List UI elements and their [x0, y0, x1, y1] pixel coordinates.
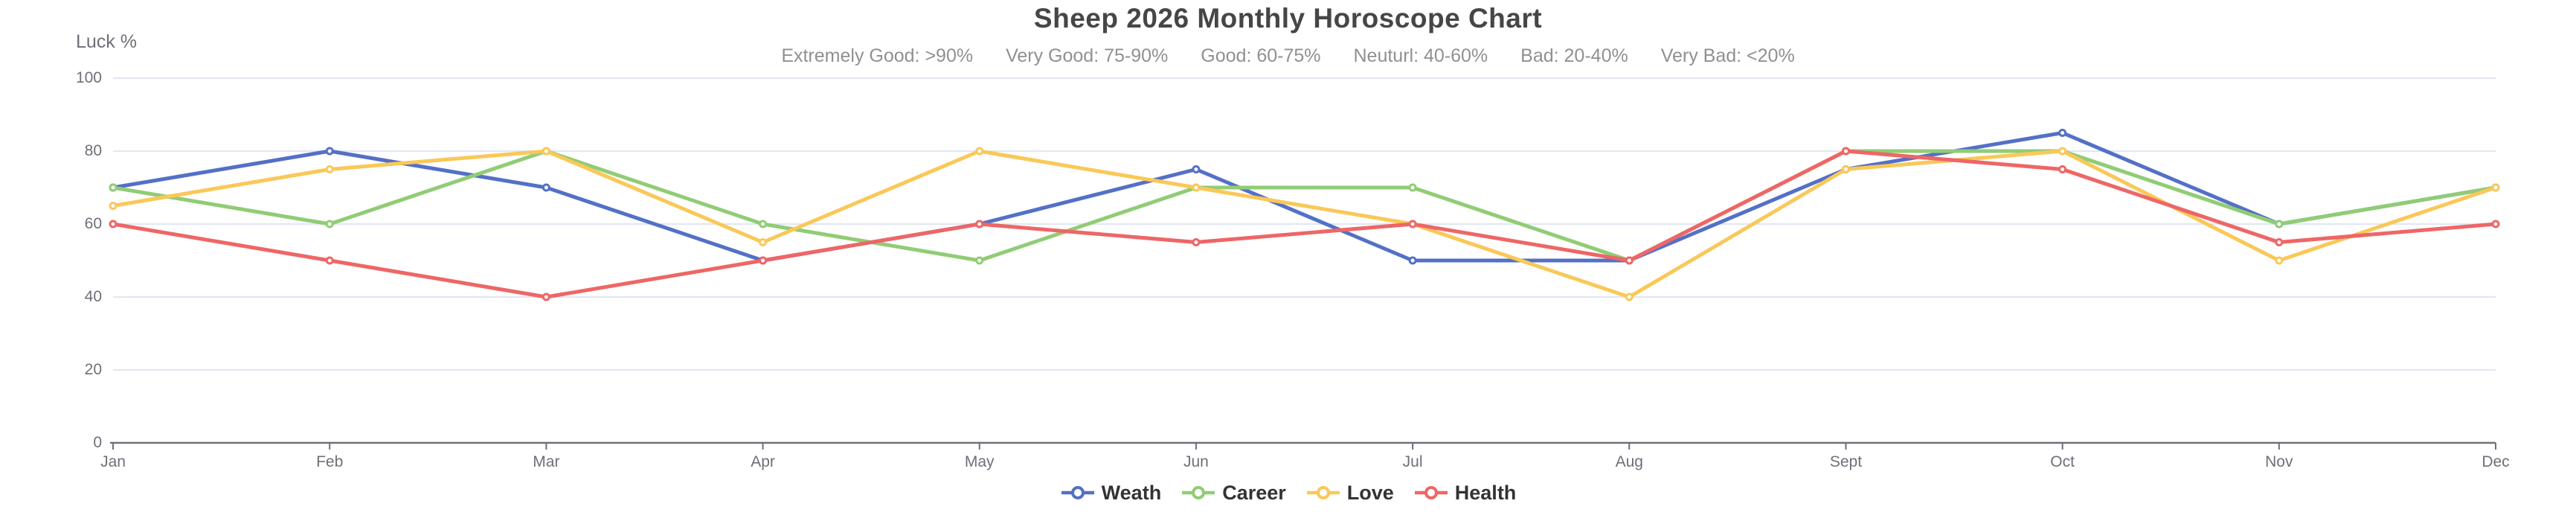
data-point-career-jul	[1408, 183, 1417, 192]
x-tick-label-dec: Dec	[2482, 453, 2510, 470]
data-point-career-feb	[325, 220, 334, 228]
data-point-health-dec	[2491, 220, 2500, 228]
y-tick-label-20: 20	[84, 361, 102, 378]
subtitle-item-neutral: Neuturl: 40-60%	[1353, 45, 1488, 66]
data-point-health-jun	[1192, 238, 1201, 246]
chart-legend: Weath Career Love Health	[0, 479, 2576, 506]
chart-title: Sheep 2026 Monthly Horoscope Chart	[1033, 3, 1543, 33]
legend-item-career[interactable]: Career	[1181, 479, 1286, 506]
data-point-love-feb	[325, 165, 334, 173]
legend-item-weath[interactable]: Weath	[1060, 479, 1162, 506]
data-point-love-apr	[759, 238, 768, 246]
legend-label-career: Career	[1222, 482, 1286, 504]
data-point-love-sept	[1841, 165, 1850, 173]
series-line-health	[111, 149, 2498, 299]
data-point-love-dec	[2491, 183, 2500, 192]
subtitle-item-extremely-good: Extremely Good: >90%	[781, 45, 974, 66]
data-point-love-aug	[1625, 293, 1634, 301]
subtitle-item-bad: Bad: 20-40%	[1520, 45, 1628, 66]
data-point-career-jan	[109, 183, 118, 192]
x-tick-label-sept: Sept	[1829, 453, 1863, 470]
x-tick-label-feb: Feb	[316, 453, 344, 470]
x-tick-label-may: May	[964, 453, 995, 470]
data-point-career-apr	[759, 220, 768, 228]
x-tick-label-jun: Jun	[1183, 453, 1209, 470]
x-tick-label-jul: Jul	[1402, 453, 1423, 470]
series-line-love	[111, 149, 2498, 299]
y-tick-label-40: 40	[84, 288, 102, 305]
x-tick-label-oct: Oct	[2050, 453, 2075, 470]
data-point-weath-mar	[542, 183, 550, 192]
data-point-weath-feb	[325, 147, 334, 156]
legend-marker-icon-health	[1414, 486, 1448, 499]
data-point-health-jan	[109, 220, 118, 228]
data-point-love-mar	[542, 147, 550, 156]
legend-label-weath: Weath	[1101, 482, 1162, 504]
x-tick-label-jan: Jan	[100, 453, 126, 470]
subtitle-item-very-good: Very Good: 75-90%	[1006, 45, 1169, 66]
data-point-love-jun	[1192, 183, 1201, 192]
chart-subtitle-legend-scale: Extremely Good: >90% Very Good: 75-90% G…	[0, 43, 2576, 68]
data-point-weath-jul	[1408, 256, 1417, 265]
legend-item-health[interactable]: Health	[1413, 479, 1517, 506]
data-point-weath-oct	[2058, 129, 2067, 137]
x-tick-label-aug: Aug	[1615, 453, 1643, 470]
data-point-health-oct	[2058, 165, 2067, 173]
data-point-health-mar	[542, 293, 550, 301]
legend-label-health: Health	[1454, 482, 1517, 504]
x-tick-label-mar: Mar	[533, 453, 560, 470]
data-point-health-jul	[1408, 220, 1417, 228]
legend-marker-icon-love	[1306, 486, 1340, 499]
y-tick-label-60: 60	[84, 215, 102, 232]
series-line-weath	[111, 131, 2498, 263]
subtitle-item-very-bad: Very Bad: <20%	[1660, 45, 1795, 66]
x-tick-label-nov: Nov	[2265, 453, 2293, 470]
y-tick-label-80: 80	[84, 142, 102, 159]
legend-label-love: Love	[1346, 482, 1394, 504]
data-point-health-nov	[2275, 238, 2284, 246]
data-point-health-may	[975, 220, 984, 228]
data-point-love-oct	[2058, 147, 2067, 156]
data-point-health-apr	[759, 256, 768, 265]
legend-item-love[interactable]: Love	[1305, 479, 1394, 506]
y-axis-name: Luck %	[76, 31, 137, 52]
data-point-health-feb	[325, 256, 334, 265]
y-tick-label-0: 0	[93, 434, 102, 451]
x-tick-label-apr: Apr	[751, 453, 775, 470]
data-point-career-nov	[2275, 220, 2284, 228]
data-point-health-aug	[1625, 256, 1634, 265]
data-point-love-nov	[2275, 256, 2284, 265]
data-point-weath-jun	[1192, 165, 1201, 173]
data-point-career-may	[975, 256, 984, 265]
data-point-love-may	[975, 147, 984, 156]
y-tick-label-100: 100	[75, 69, 102, 86]
series-line-career	[111, 149, 2498, 263]
data-point-health-sept	[1841, 147, 1850, 156]
data-point-love-jan	[109, 202, 118, 210]
legend-marker-icon-career	[1182, 486, 1215, 499]
subtitle-item-good: Good: 60-75%	[1201, 45, 1321, 66]
legend-marker-icon-weath	[1061, 486, 1094, 499]
